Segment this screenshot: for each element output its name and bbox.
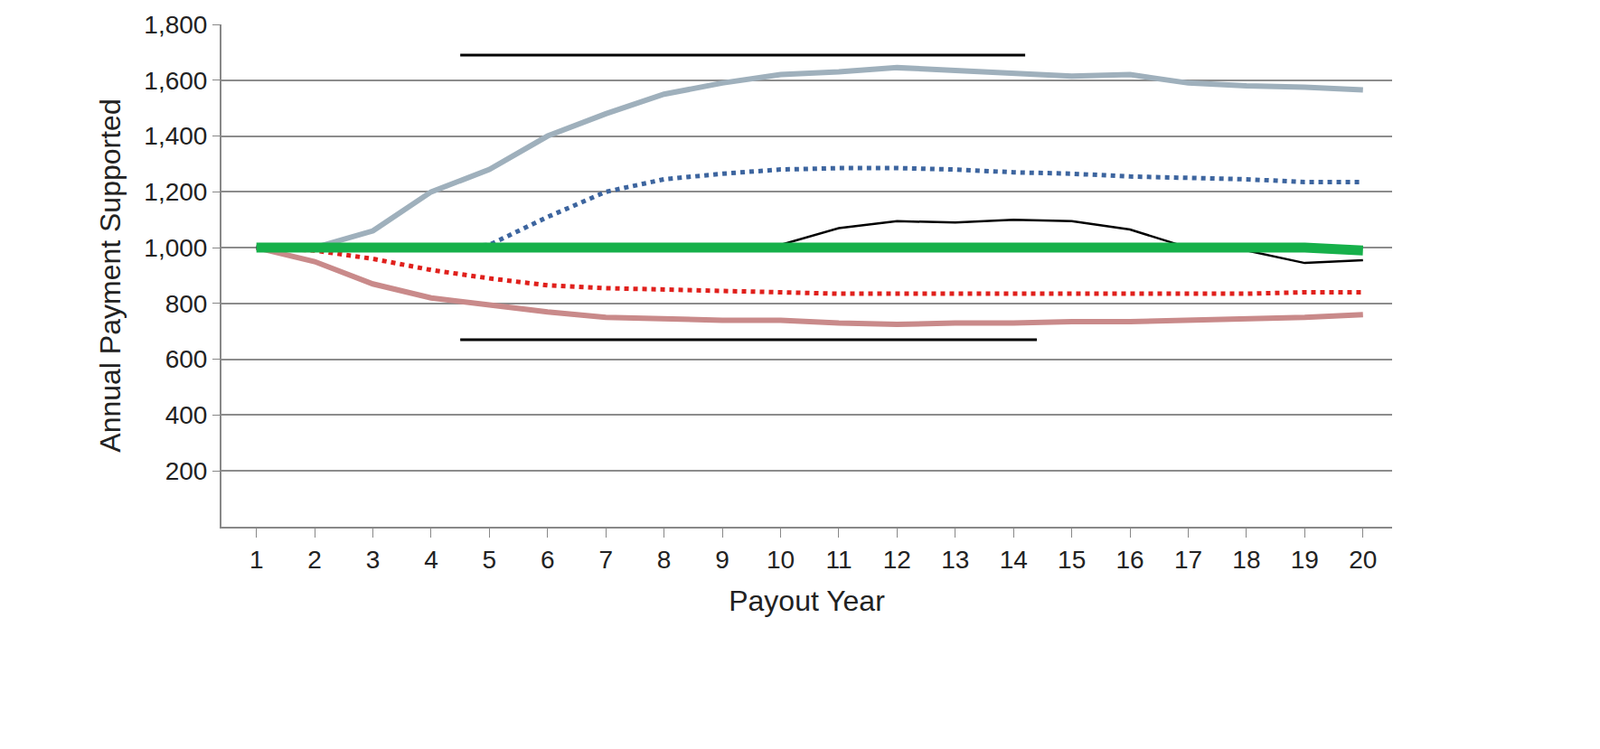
svg-text:20: 20 bbox=[1348, 545, 1377, 575]
svg-text:8: 8 bbox=[657, 545, 672, 575]
svg-text:5: 5 bbox=[482, 545, 498, 575]
svg-text:1,600: 1,600 bbox=[143, 66, 208, 95]
svg-text:15: 15 bbox=[1057, 545, 1086, 575]
svg-text:4: 4 bbox=[423, 545, 439, 575]
svg-text:6: 6 bbox=[540, 545, 556, 575]
svg-text:19: 19 bbox=[1290, 545, 1319, 575]
svg-text:1: 1 bbox=[249, 545, 264, 575]
svg-text:13: 13 bbox=[941, 545, 970, 575]
svg-text:600: 600 bbox=[165, 345, 208, 374]
svg-text:3: 3 bbox=[366, 545, 381, 575]
svg-text:Payout Year: Payout Year bbox=[728, 584, 885, 618]
svg-text:Annual Payment Supported: Annual Payment Supported bbox=[94, 98, 127, 452]
svg-text:400: 400 bbox=[165, 401, 208, 430]
svg-text:11: 11 bbox=[825, 545, 852, 575]
svg-text:800: 800 bbox=[165, 290, 208, 319]
svg-text:1,200: 1,200 bbox=[143, 178, 208, 207]
svg-text:9: 9 bbox=[715, 545, 730, 575]
svg-text:18: 18 bbox=[1232, 545, 1261, 575]
svg-text:200: 200 bbox=[165, 457, 208, 486]
svg-text:7: 7 bbox=[598, 545, 613, 575]
svg-text:2: 2 bbox=[307, 545, 322, 575]
svg-text:10: 10 bbox=[766, 545, 795, 575]
svg-text:17: 17 bbox=[1174, 545, 1203, 575]
svg-text:1,800: 1,800 bbox=[143, 10, 208, 39]
svg-text:12: 12 bbox=[883, 545, 912, 575]
svg-text:16: 16 bbox=[1115, 545, 1144, 575]
svg-text:14: 14 bbox=[999, 545, 1028, 575]
svg-text:1,000: 1,000 bbox=[143, 234, 208, 263]
svg-text:1,400: 1,400 bbox=[143, 122, 208, 151]
